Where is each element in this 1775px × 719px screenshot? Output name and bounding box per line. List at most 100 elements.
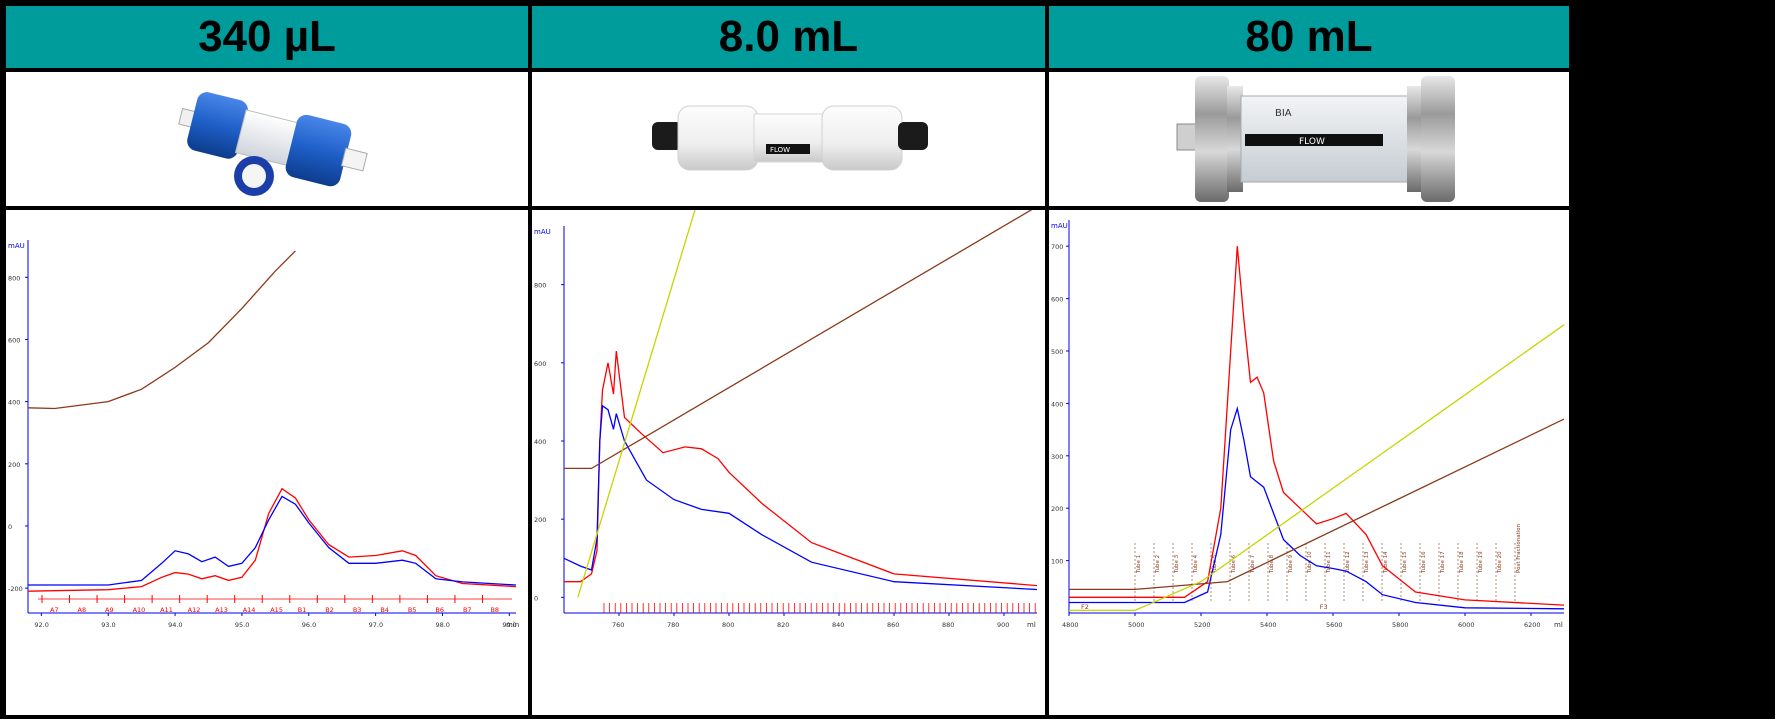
- brand-label: BIA: [1275, 108, 1292, 119]
- x-tick-label: 780: [667, 621, 679, 629]
- x-tick-label: 6000: [1458, 621, 1475, 629]
- fraction-label: Tube 8: [1269, 554, 1275, 574]
- header-cell-80ml: 80 mL: [1049, 6, 1569, 68]
- x-tick-label: 98.0: [435, 621, 449, 629]
- y-tick-label: 0: [534, 594, 538, 602]
- steel-column-icon: FLOW BIA: [1176, 76, 1455, 202]
- fraction-label: A10: [133, 606, 146, 614]
- x-unit-label: ml: [1027, 621, 1036, 629]
- x-tick-label: 860: [887, 621, 899, 629]
- series-line-brown: [27, 250, 296, 410]
- series-line-brown: [1069, 418, 1565, 591]
- fraction-label: Tube 9: [1288, 554, 1294, 574]
- y-tick-label: 300: [1051, 453, 1063, 461]
- fraction-label: A15: [270, 606, 283, 614]
- fraction-label: A9: [105, 606, 114, 614]
- fraction-label: Tube 19: [1478, 551, 1484, 574]
- x-tick-label: 5200: [1194, 621, 1211, 629]
- column-header-label: 8.0 mL: [718, 12, 859, 61]
- x-tick-label: 5400: [1260, 621, 1277, 629]
- y-unit-label: mAU: [1051, 222, 1068, 230]
- x-tick-label: 4800: [1062, 621, 1079, 629]
- y-unit-label: mAU: [534, 228, 551, 236]
- fraction-label: Tube 20: [1497, 551, 1503, 574]
- fraction-label: B4: [380, 606, 389, 614]
- x-tick-label: 760: [612, 621, 624, 629]
- fraction-label: Tube 16: [1421, 551, 1427, 574]
- fraction-label: A13: [215, 606, 228, 614]
- chromatogram-chart: mAU ml 100 200 300 400 500 600 700 4800 5000 5200 54…: [1051, 220, 1565, 629]
- series-line-yellowgreen: [577, 210, 696, 598]
- x-tick-label: 92.0: [34, 621, 48, 629]
- x-unit-label: ml: [1554, 621, 1563, 629]
- y-tick-label: 200: [8, 461, 20, 469]
- x-tick-label: 94.0: [168, 621, 182, 629]
- fraction-label: Tube 4: [1193, 554, 1199, 574]
- photo-cell-8ml: FLOW: [532, 72, 1045, 206]
- fraction-label: Tube 7: [1250, 554, 1256, 574]
- fraction-label: A7: [50, 606, 59, 614]
- chromatogram-chart: mAU min -200 0 200 400 600 800 92.0 93.0 94.0 95.0 9…: [8, 240, 519, 629]
- x-tick-label: 5600: [1326, 621, 1343, 629]
- fraction-label: B7: [463, 606, 472, 614]
- flow-label: FLOW: [1299, 137, 1325, 147]
- header-cell-340ul: 340 µL: [6, 6, 528, 68]
- photo-cell-80ml: FLOW BIA: [1049, 72, 1569, 206]
- photo-cell-340ul: [6, 72, 528, 206]
- x-tick-label: 5000: [1128, 621, 1145, 629]
- chart-cell-8ml: mAU ml 0 200 400 600 800 760 780 800 820 840 860 880 9…: [532, 210, 1045, 715]
- fraction-label: Tube 18: [1459, 551, 1465, 574]
- series-line-red: [1069, 246, 1565, 606]
- fraction-label: Tube 3: [1174, 554, 1180, 574]
- fraction-label: Tube 15: [1402, 551, 1408, 574]
- fraction-label: B1: [298, 606, 307, 614]
- fraction-label: Tube 6: [1231, 554, 1237, 574]
- fraction-marker-label: F3: [1320, 603, 1328, 611]
- x-tick-label: 820: [777, 621, 789, 629]
- series-line-blue: [1069, 406, 1565, 610]
- y-tick-label: 700: [1051, 243, 1063, 251]
- series-line-red: [27, 487, 517, 592]
- y-tick-label: 500: [1051, 348, 1063, 356]
- fraction-label: B5: [408, 606, 417, 614]
- y-tick-label: 100: [1051, 558, 1063, 566]
- y-tick-label: 600: [534, 360, 546, 368]
- x-tick-label: 840: [832, 621, 844, 629]
- fraction-label: B8: [490, 606, 499, 614]
- fraction-label: Tube 1: [1136, 555, 1142, 574]
- small-blue-column-icon: [178, 92, 368, 196]
- fraction-marker-label: F2: [1081, 603, 1089, 611]
- y-tick-label: 200: [1051, 505, 1063, 513]
- fraction-label: B3: [353, 606, 362, 614]
- y-tick-label: 800: [8, 274, 20, 282]
- y-tick-label: 800: [534, 282, 546, 290]
- x-tick-label: 900: [997, 621, 1009, 629]
- fraction-label: Tube 12: [1345, 551, 1351, 574]
- fraction-label: Tube 17: [1440, 551, 1446, 574]
- x-tick-label: 880: [942, 621, 954, 629]
- x-tick-label: 93.0: [101, 621, 115, 629]
- x-tick-label: 5800: [1392, 621, 1409, 629]
- fraction-label: Tube 2: [1155, 555, 1161, 574]
- y-tick-label: 400: [1051, 400, 1063, 408]
- x-tick-label: 800: [722, 621, 734, 629]
- header-cell-8ml: 8.0 mL: [532, 6, 1045, 68]
- y-tick-label: 400: [8, 399, 20, 407]
- y-tick-label: 600: [1051, 296, 1063, 304]
- fraction-label: B2: [325, 606, 334, 614]
- series-line-yellowgreen: [1069, 324, 1565, 612]
- fraction-label: Post Fractionation: [1516, 523, 1522, 573]
- chart-cell-340ul: mAU min -200 0 200 400 600 800 92.0 93.0 94.0 95.0 9…: [6, 210, 528, 715]
- y-tick-label: 600: [8, 336, 20, 344]
- chart-cell-80ml: mAU ml 100 200 300 400 500 600 700 4800 5000 5200 54…: [1049, 210, 1569, 715]
- fraction-label: A14: [243, 606, 256, 614]
- fraction-label: A12: [188, 606, 201, 614]
- fraction-label: Tube 14: [1383, 551, 1389, 574]
- y-tick-label: 200: [534, 516, 546, 524]
- fraction-label: B6: [435, 606, 444, 614]
- y-unit-label: mAU: [8, 242, 25, 250]
- fraction-label: A8: [78, 606, 87, 614]
- x-unit-label: min: [506, 621, 519, 629]
- fraction-label: A11: [160, 606, 173, 614]
